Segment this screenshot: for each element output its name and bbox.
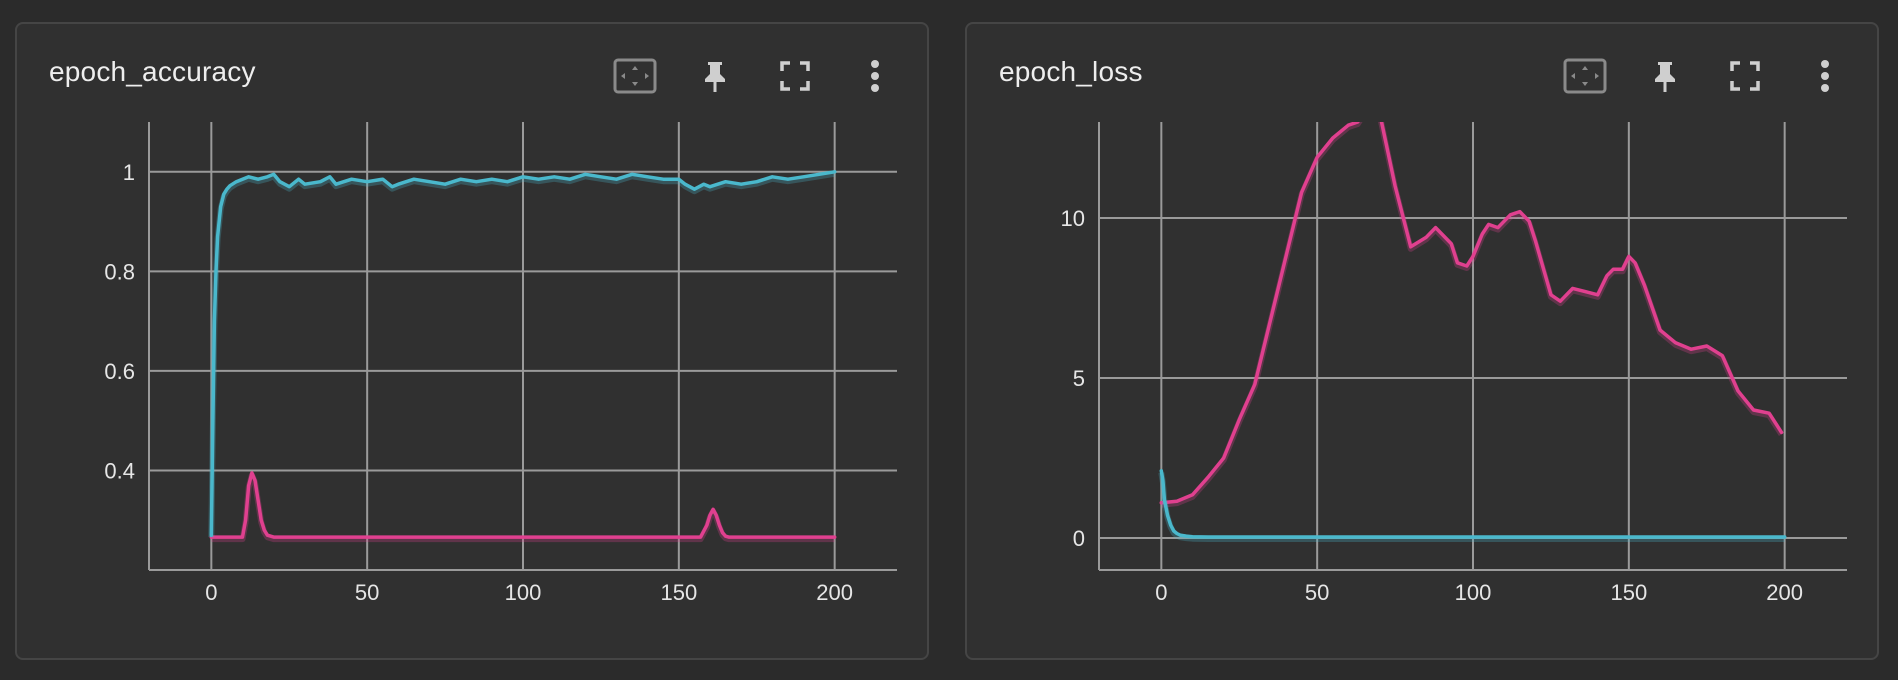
pin-icon — [1655, 62, 1675, 92]
chart-toolbar — [611, 54, 899, 98]
more-vertical-icon — [1821, 60, 1829, 92]
series-line — [209, 170, 837, 537]
x-tick-label: 50 — [1305, 580, 1329, 605]
y-tick-label: 0.8 — [104, 259, 135, 284]
chart-card-loss: epoch_loss 0 5 10 0 50 100 150 200 — [965, 22, 1879, 660]
fullscreen-button[interactable] — [1721, 54, 1769, 98]
x-tick-label: 200 — [816, 580, 853, 605]
pin-icon — [705, 62, 725, 92]
accuracy-chart: 0.4 0.6 0.8 1 0 50 100 150 200 — [104, 122, 897, 605]
series-group — [208, 170, 837, 543]
y-tick-label: 0 — [1073, 526, 1085, 551]
fit-domain-button[interactable] — [1561, 54, 1609, 98]
x-tick-label: 100 — [505, 580, 542, 605]
fit-domain-button[interactable] — [611, 54, 659, 98]
pin-button[interactable] — [691, 54, 739, 98]
y-tick-label: 5 — [1073, 366, 1085, 391]
chart-card-accuracy: epoch_accuracy 0.4 0.6 0.8 1 0 50 100 15 — [15, 22, 929, 660]
x-tick-label: 0 — [1155, 580, 1167, 605]
fullscreen-button[interactable] — [771, 54, 819, 98]
x-tick-label: 50 — [355, 580, 379, 605]
chart-title: epoch_accuracy — [49, 56, 256, 87]
pin-button[interactable] — [1641, 54, 1689, 98]
chart-title: epoch_loss — [999, 56, 1143, 87]
y-tick-label: 0.4 — [104, 458, 135, 483]
series-group — [1158, 122, 1787, 542]
more-options-button[interactable] — [1801, 54, 1849, 98]
series-line — [1159, 122, 1784, 505]
y-tick-label: 0.6 — [104, 359, 135, 384]
x-tick-label: 150 — [1610, 580, 1647, 605]
fit-domain-icon — [613, 58, 657, 94]
series-line — [209, 471, 837, 539]
x-tick-label: 150 — [660, 580, 697, 605]
fullscreen-icon — [780, 61, 810, 91]
x-tick-label: 200 — [1766, 580, 1803, 605]
series-shadow-line — [1160, 122, 1785, 508]
more-options-button[interactable] — [851, 54, 899, 98]
y-tick-label: 10 — [1061, 206, 1085, 231]
x-tick-label: 0 — [205, 580, 217, 605]
series-line — [1159, 469, 1787, 539]
more-vertical-icon — [871, 60, 879, 92]
series-shadow-line — [208, 170, 836, 538]
fullscreen-icon — [1730, 61, 1760, 91]
y-tick-label: 1 — [123, 160, 135, 185]
chart-toolbar — [1561, 54, 1849, 98]
x-tick-label: 100 — [1455, 580, 1492, 605]
fit-domain-icon — [1563, 58, 1607, 94]
